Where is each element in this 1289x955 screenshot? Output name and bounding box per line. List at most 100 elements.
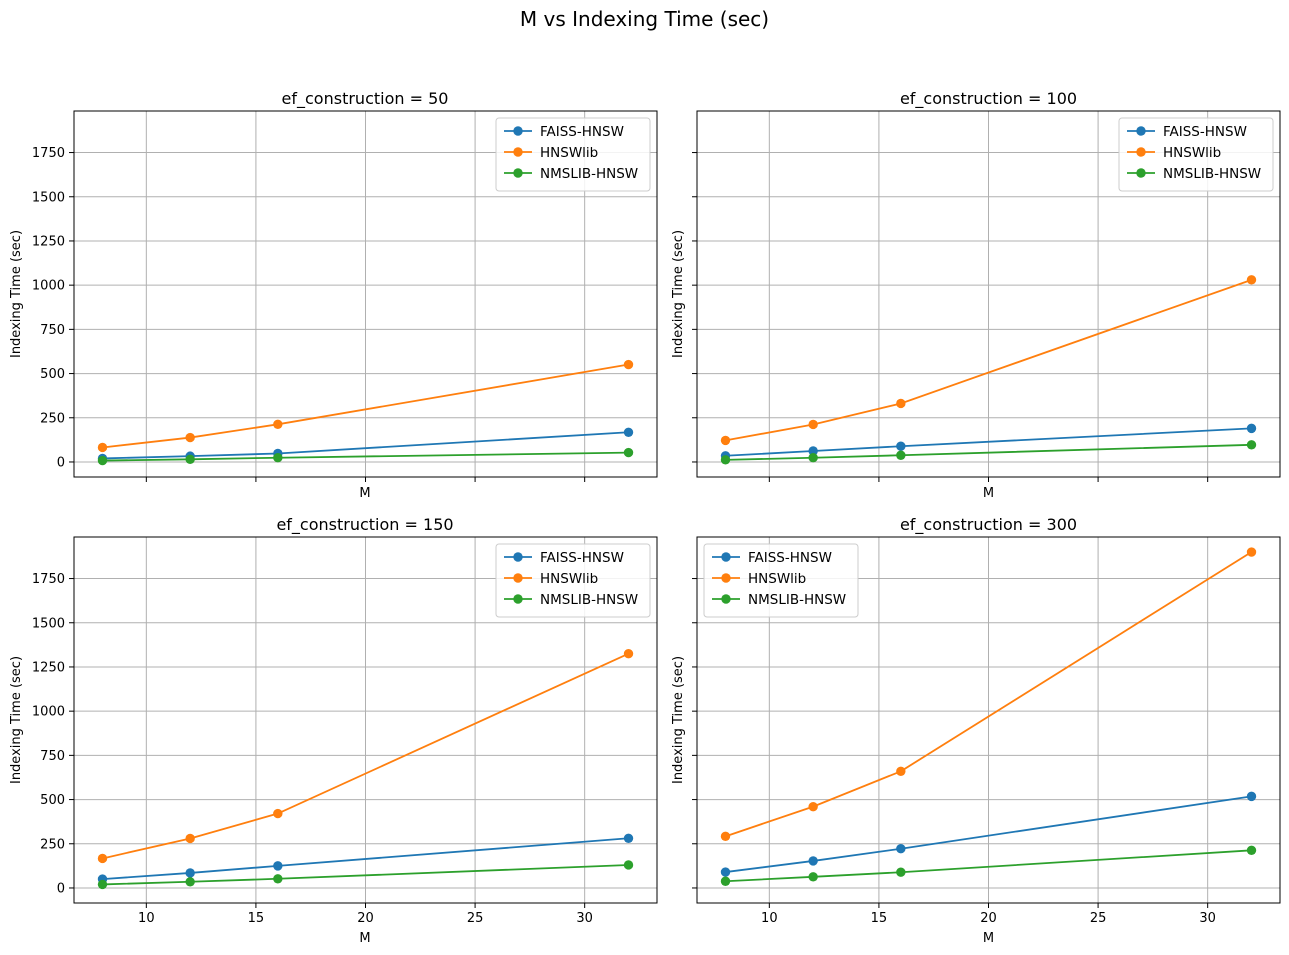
subplot-title: ef_construction = 300 (900, 515, 1077, 535)
data-point (808, 801, 818, 812)
series-line (725, 279, 1252, 442)
data-point (97, 455, 108, 466)
data-point (623, 447, 634, 458)
y-tick-label: 1500 (32, 190, 65, 205)
x-tick-label: 15 (871, 911, 888, 926)
legend-label: FAISS-HNSW (540, 550, 624, 566)
data-point (1246, 845, 1257, 856)
data-point (1246, 440, 1257, 450)
subplot-title: ef_construction = 100 (900, 89, 1077, 109)
y-tick-label: 0 (57, 455, 65, 470)
series-line (725, 551, 1252, 838)
data-point (808, 872, 818, 882)
legend: FAISS-HNSW HNSWlib NMSLIB-HNSW (495, 117, 651, 192)
series-line (102, 652, 629, 860)
legend-label: NMSLIB-HNSW (1163, 166, 1261, 182)
data-point (896, 867, 906, 877)
series-line (725, 443, 1252, 461)
data-point (1246, 547, 1257, 557)
legend-box (495, 117, 651, 192)
x-tick-label: 10 (761, 911, 778, 926)
y-axis-label: Indexing Time (sec) (671, 230, 686, 358)
data-point (623, 359, 634, 370)
legend-label: NMSLIB-HNSW (748, 592, 846, 608)
plot-frame (73, 536, 658, 904)
y-tick-label: 750 (40, 323, 65, 338)
x-tick-label: 10 (138, 911, 155, 926)
subplot-title: ef_construction = 150 (276, 515, 453, 535)
y-tick-label: 1250 (32, 234, 65, 249)
data-point (808, 419, 818, 430)
data-point (896, 450, 906, 460)
legend-box (495, 543, 651, 618)
x-axis-label: M (983, 931, 994, 946)
plot-frame (73, 110, 658, 478)
data-point (1246, 423, 1257, 434)
x-tick-label: 25 (1090, 911, 1107, 926)
y-axis-label: Indexing Time (sec) (9, 230, 24, 358)
plot-frame (696, 536, 1281, 904)
data-point (896, 441, 906, 451)
data-point (273, 861, 283, 871)
legend-label: HNSWlib (540, 145, 598, 161)
y-tick-label: 1000 (32, 279, 65, 294)
data-point (720, 831, 731, 842)
data-point (720, 876, 731, 886)
figure-title: M vs Indexing Time (sec) (520, 7, 769, 31)
x-axis-label: M (359, 486, 370, 501)
y-tick-label: 1000 (32, 705, 65, 720)
legend-marker (1136, 147, 1146, 157)
legend-marker (513, 126, 523, 136)
series-line (102, 837, 629, 881)
data-point (720, 455, 731, 465)
y-tick-label: 500 (40, 793, 65, 808)
legend-marker (513, 552, 523, 562)
y-tick-label: 1500 (32, 616, 65, 631)
legend-label: HNSWlib (748, 571, 806, 587)
subplot-4: ef_construction = 300 M Indexing Time (s… (671, 515, 1281, 946)
y-tick-label: 250 (40, 837, 65, 852)
legend: FAISS-HNSW HNSWlib NMSLIB-HNSW (1118, 117, 1274, 192)
x-tick-label: 20 (357, 911, 374, 926)
x-tick-label: 30 (576, 911, 593, 926)
y-tick-label: 500 (40, 367, 65, 382)
y-tick-label: 1750 (32, 146, 65, 161)
series-line (725, 795, 1252, 873)
legend-box (703, 543, 859, 618)
data-point (808, 856, 818, 866)
series-line (725, 849, 1252, 883)
subplot-1: ef_construction = 50 M Indexing Time (se… (9, 89, 658, 501)
data-point (185, 868, 195, 878)
data-point (808, 446, 818, 456)
x-tick-label: 30 (1199, 911, 1216, 926)
series-line (102, 363, 629, 449)
legend-label: HNSWlib (540, 571, 598, 587)
y-axis-label: Indexing Time (sec) (9, 656, 24, 784)
subplot-2: ef_construction = 100 M Indexing Time (s… (671, 89, 1281, 501)
series-line (102, 451, 629, 462)
data-point (896, 398, 906, 409)
y-tick-label: 250 (40, 411, 65, 426)
data-point (623, 833, 634, 843)
series-line (102, 431, 629, 460)
x-axis-label: M (359, 931, 370, 946)
legend-marker (513, 168, 523, 178)
data-point (1246, 275, 1257, 285)
y-tick-label: 750 (40, 749, 65, 764)
legend: FAISS-HNSW HNSWlib NMSLIB-HNSW (495, 543, 651, 618)
subplot-title: ef_construction = 50 (282, 89, 449, 109)
data-point (1246, 791, 1257, 802)
legend-marker (513, 594, 523, 604)
legend-label: HNSWlib (1163, 145, 1221, 161)
data-point (720, 435, 731, 446)
data-point (273, 453, 283, 463)
legend-box (1118, 117, 1274, 192)
legend-label: NMSLIB-HNSW (540, 166, 638, 182)
legend-label: FAISS-HNSW (748, 550, 832, 566)
data-point (97, 853, 108, 864)
data-point (273, 419, 283, 430)
y-axis-label: Indexing Time (sec) (671, 656, 686, 784)
data-point (273, 808, 283, 819)
legend: FAISS-HNSW HNSWlib NMSLIB-HNSW (703, 543, 859, 618)
